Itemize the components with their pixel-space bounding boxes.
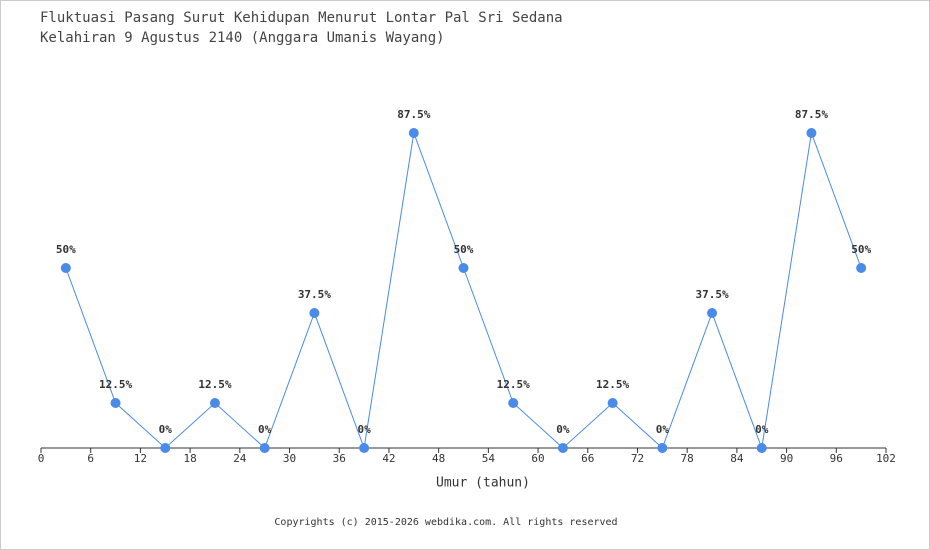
point	[707, 308, 718, 318]
x-tick-label: 18	[183, 452, 196, 465]
x-tick-label: 84	[730, 452, 744, 465]
data-label: 50%	[851, 243, 871, 256]
x-tick-label: 78	[681, 452, 694, 465]
x-tick-label: 30	[283, 452, 296, 465]
x-tick-label: 66	[581, 452, 594, 465]
x-tick-label: 90	[780, 452, 793, 465]
x-tick-label: 96	[830, 452, 843, 465]
chart-title: Fluktuasi Pasang Surut Kehidupan Menurut…	[40, 10, 563, 26]
point	[557, 443, 568, 453]
point	[110, 398, 121, 408]
data-label: 0%	[556, 423, 570, 436]
data-label: 37.5%	[695, 288, 728, 301]
x-tick-label: 60	[531, 452, 544, 465]
point	[657, 443, 668, 453]
point	[160, 443, 171, 453]
data-label: 12.5%	[497, 378, 530, 391]
chart-subtitle: Kelahiran 9 Agustus 2140 (Anggara Umanis…	[40, 30, 445, 46]
data-label: 0%	[357, 423, 371, 436]
data-label: 0%	[755, 423, 769, 436]
x-tick-label: 54	[482, 452, 496, 465]
x-tick-label: 24	[233, 452, 247, 465]
data-label: 87.5%	[397, 108, 430, 121]
x-tick-label: 6	[87, 452, 94, 465]
data-label: 0%	[159, 423, 173, 436]
x-tick-label: 36	[333, 452, 346, 465]
point	[756, 443, 767, 453]
data-label: 12.5%	[596, 378, 629, 391]
point	[607, 398, 618, 408]
data-label: 0%	[656, 423, 670, 436]
point	[856, 263, 867, 273]
point	[60, 263, 71, 273]
data-label: 12.5%	[99, 378, 132, 391]
data-label: 50%	[454, 243, 474, 256]
point	[806, 128, 817, 138]
data-label: 0%	[258, 423, 272, 436]
point	[359, 443, 370, 453]
x-tick-label: 72	[631, 452, 644, 465]
x-tick-label: 42	[382, 452, 395, 465]
x-tick-label: 0	[38, 452, 45, 465]
point	[309, 308, 320, 318]
x-tick-label: 48	[432, 452, 445, 465]
data-label: 50%	[56, 243, 76, 256]
x-axis-label: Umur (tahun)	[436, 476, 530, 491]
point	[408, 128, 419, 138]
footer: Copyrights (c) 2015-2026 webdika.com. Al…	[274, 517, 617, 528]
point	[209, 398, 220, 408]
data-label: 37.5%	[298, 288, 331, 301]
x-tick-label: 12	[134, 452, 147, 465]
point	[458, 263, 469, 273]
data-label: 87.5%	[795, 108, 828, 121]
point	[259, 443, 270, 453]
data-label: 12.5%	[198, 378, 231, 391]
x-tick-label: 102	[876, 452, 896, 465]
point	[508, 398, 519, 408]
